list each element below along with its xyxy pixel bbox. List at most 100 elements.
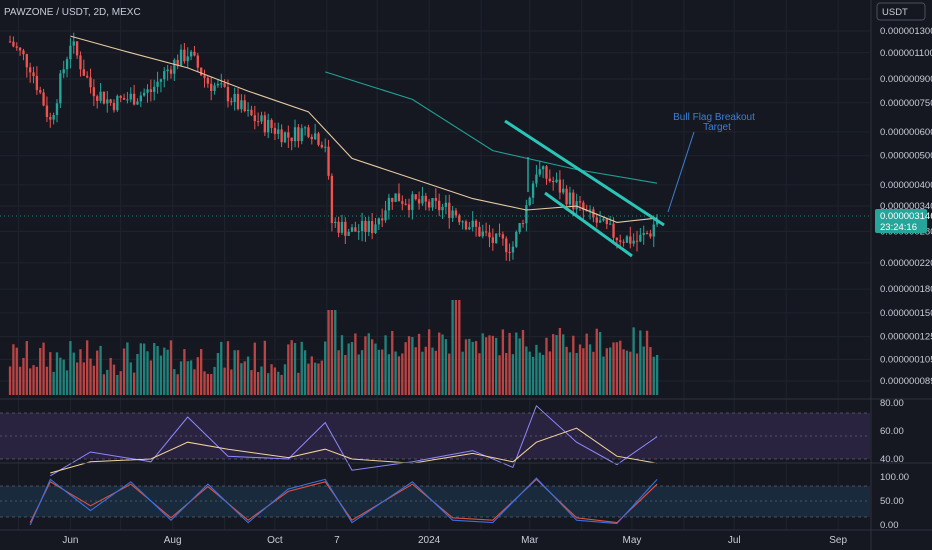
volume-bar [441, 334, 444, 395]
candle-body [136, 101, 139, 105]
time-axis[interactable]: Jun Aug Oct 7 2024 Mar May Jul Sep [62, 535, 847, 546]
candle-body [652, 224, 655, 237]
volume-bar [417, 333, 421, 395]
candle-body [277, 129, 280, 134]
candle-body [230, 101, 233, 103]
rsi-axis[interactable]: 80.00 60.00 40.00 [880, 398, 904, 465]
volume-bar [498, 355, 501, 395]
stoch-tick-label: 50.00 [880, 496, 904, 507]
candle-body [505, 238, 508, 253]
volume-bar [474, 341, 478, 395]
candle-body [32, 72, 35, 77]
candle-body [213, 85, 216, 91]
candle-body [109, 99, 112, 103]
volume-bar [216, 353, 220, 395]
volume-bar [404, 342, 407, 395]
volume-bar [649, 347, 652, 395]
volume-bar [166, 349, 169, 395]
volume-bar [163, 347, 166, 395]
volume-bar [370, 339, 374, 395]
candle-body [206, 77, 210, 84]
candle-body [169, 69, 173, 74]
candle-body [85, 75, 89, 78]
currency-button-label[interactable]: USDT [882, 7, 908, 18]
candle-body [431, 198, 434, 208]
candle-body [15, 46, 18, 48]
volume-bar [82, 362, 85, 395]
candle-body [267, 119, 270, 133]
candle-body [491, 237, 495, 243]
ma-short-line [70, 35, 658, 223]
volume-bar [42, 342, 45, 395]
volume-bar [75, 362, 79, 395]
volume-bar [300, 341, 303, 395]
price-tick-label: 0.0000006000 [880, 127, 932, 138]
time-tick-label: Jul [728, 535, 741, 546]
candle-body [357, 231, 360, 233]
candle-body [568, 192, 572, 205]
candle-body [22, 50, 25, 55]
volume-bar [350, 342, 354, 395]
volume-bar [387, 354, 391, 395]
flag-upper-trendline[interactable] [504, 119, 665, 227]
price-axis[interactable]: 0.0000013000 0.0000011000 0.0000009000 0.00… [880, 26, 932, 387]
annotation-line1: Bull Flag Breakout [673, 112, 755, 123]
candle-body [478, 226, 481, 237]
volume-bar [52, 371, 55, 395]
volume-bar [340, 335, 344, 395]
candle-body [317, 133, 320, 145]
candle-body [495, 233, 498, 243]
candle-body [176, 59, 179, 66]
volume-bar [481, 333, 484, 395]
volume-bar [159, 355, 163, 395]
volume-bar [488, 335, 491, 395]
candle-body [106, 99, 109, 104]
candle-body [360, 220, 364, 232]
volume-bar [307, 363, 310, 395]
volume-bar [106, 369, 109, 395]
candle-body [203, 75, 206, 78]
candle-body [374, 224, 377, 233]
candle-body [397, 193, 401, 202]
candle-body [575, 201, 578, 210]
volume-bar [293, 343, 297, 395]
volume-bar [327, 310, 330, 395]
candle-body [612, 223, 615, 238]
candle-body [521, 223, 525, 225]
volume-bar [431, 347, 434, 395]
candle-body [518, 223, 521, 232]
volume-bar [508, 332, 511, 395]
volume-bar [199, 349, 203, 395]
candle-body [307, 127, 310, 137]
volume-bar [448, 353, 451, 395]
candle-body [354, 227, 357, 232]
volume-bar [15, 347, 18, 395]
candle-body [407, 204, 411, 210]
candle-body [424, 195, 427, 202]
volume-bar [12, 344, 15, 395]
volume-bar [471, 341, 474, 395]
volume-bar [454, 300, 458, 395]
candle-body [49, 116, 52, 120]
candle-body [595, 217, 598, 223]
stoch-axis[interactable]: 100.00 50.00 0.00 [880, 472, 909, 531]
currency-button[interactable] [876, 2, 926, 21]
flag-lower-trendline[interactable] [544, 191, 633, 258]
volume-bar [421, 351, 424, 395]
volume-bar [32, 365, 35, 395]
candle-body [139, 95, 142, 102]
volume-bar [273, 367, 277, 395]
volume-bar [72, 352, 75, 395]
candle-body [280, 129, 283, 143]
candle-body [501, 234, 505, 239]
candle-body [588, 209, 592, 211]
volume-bar [22, 357, 25, 395]
volume-bar [501, 329, 505, 395]
volume-bar [196, 357, 199, 395]
price-tick-label: 0.0000002200 [880, 258, 932, 269]
candle-body [173, 59, 176, 74]
volume-bar [407, 336, 411, 395]
candle-body [448, 202, 451, 218]
volume-bar [444, 339, 448, 395]
